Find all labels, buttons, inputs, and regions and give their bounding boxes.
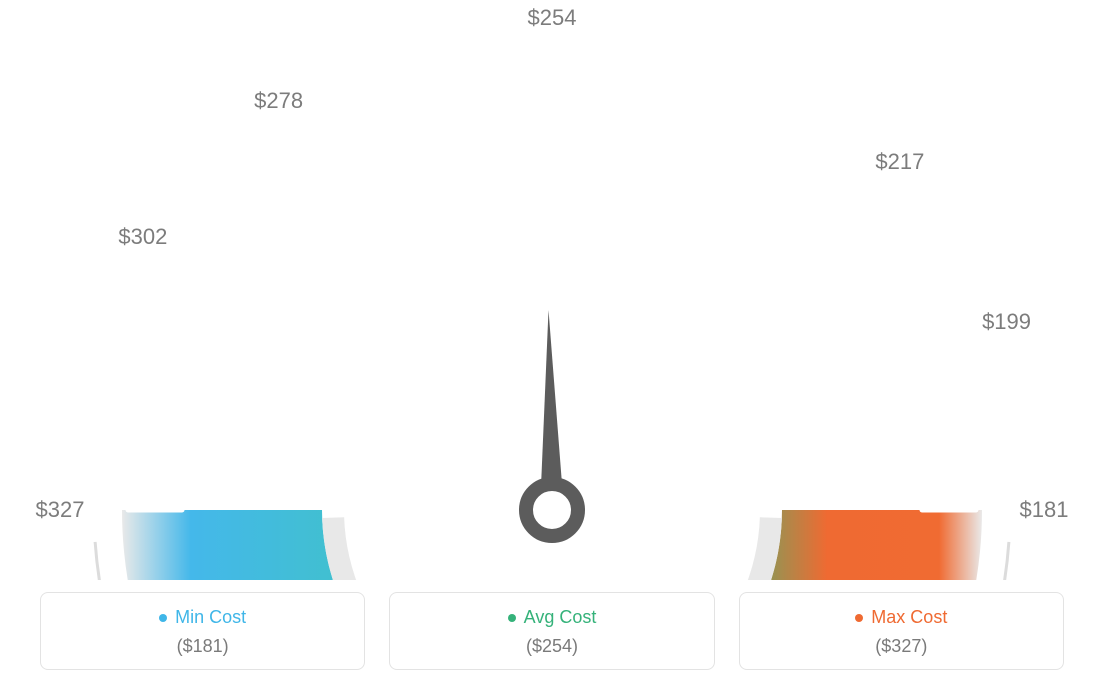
legend-card-avg: Avg Cost ($254) xyxy=(389,592,714,670)
gauge-scale-label: $327 xyxy=(36,497,85,523)
gauge-scale-label: $217 xyxy=(875,149,924,175)
legend-max-value: ($327) xyxy=(748,636,1055,657)
gauge-scale-label: $302 xyxy=(118,224,167,250)
legend-card-max: Max Cost ($327) xyxy=(739,592,1064,670)
legend-max-label: Max Cost xyxy=(855,607,947,628)
gauge-scale-label: $181 xyxy=(1020,497,1069,523)
legend-avg-value: ($254) xyxy=(398,636,705,657)
legend-min-value: ($181) xyxy=(49,636,356,657)
legend-card-min: Min Cost ($181) xyxy=(40,592,365,670)
legend-avg-label: Avg Cost xyxy=(508,607,597,628)
legend-min-label: Min Cost xyxy=(159,607,246,628)
gauge-scale-label: $254 xyxy=(528,5,577,31)
gauge-chart-container: $181 $199 $217 $254 $278 $302 $327 Min Cost ($… xyxy=(0,0,1104,690)
gauge-scale-label: $199 xyxy=(982,309,1031,335)
gauge-scale-label: $278 xyxy=(254,88,303,114)
legend-row: Min Cost ($181) Avg Cost ($254) Max Cost… xyxy=(40,592,1064,670)
gauge xyxy=(0,0,1104,580)
